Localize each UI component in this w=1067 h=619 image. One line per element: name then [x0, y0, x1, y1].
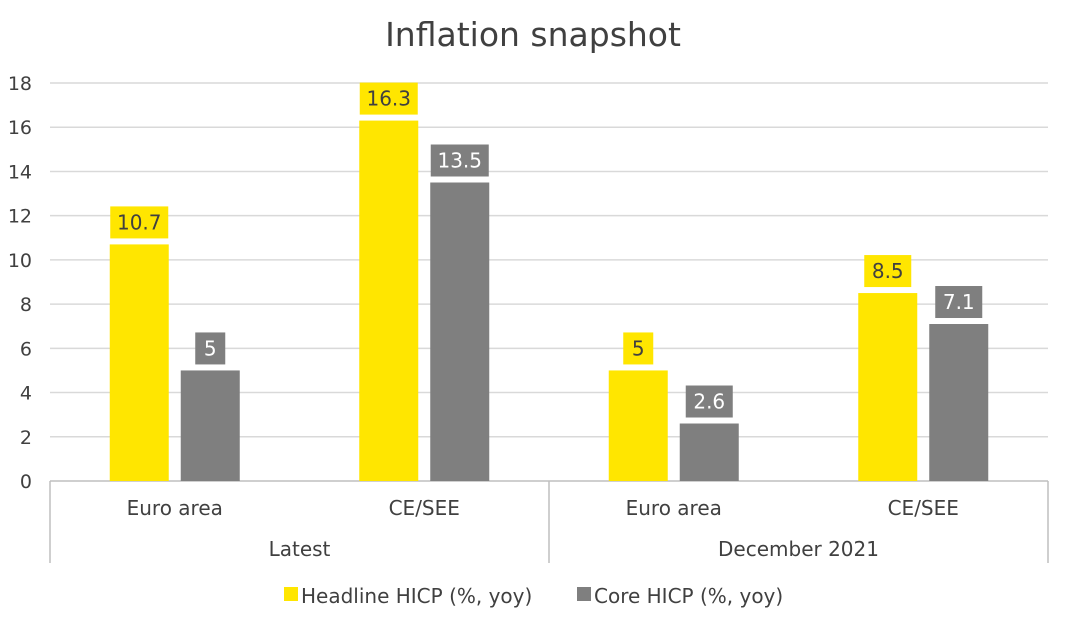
y-tick-label: 4: [20, 383, 32, 405]
data-label-box: [430, 144, 489, 177]
legend-swatch: [284, 587, 298, 601]
data-label-box: [935, 286, 983, 319]
legend-label: Headline HICP (%, yoy): [301, 584, 532, 608]
y-tick-label: 0: [20, 471, 32, 493]
data-label: 5: [632, 336, 645, 360]
y-tick-label: 6: [20, 338, 32, 360]
x-category-label: Euro area: [127, 496, 223, 520]
data-label: 13.5: [437, 149, 482, 173]
bar: [929, 324, 989, 481]
bar: [430, 182, 490, 481]
legend-label: Core HICP (%, yoy): [594, 584, 783, 608]
x-category-label: CE/SEE: [389, 496, 460, 520]
x-category-label: CE/SEE: [888, 496, 959, 520]
data-label-box: [110, 206, 169, 239]
y-tick-label: 10: [8, 250, 32, 272]
data-labels: 10.7 16.3 5 8.5 5 13.5 2.6 7.1: [110, 82, 983, 418]
bars: [109, 120, 989, 481]
data-label: 7.1: [943, 290, 975, 314]
bar: [858, 293, 918, 481]
bar: [180, 370, 240, 481]
x-axis: Euro area CE/SEE Euro area CE/SEE Latest Dece…: [49, 481, 1049, 563]
bar: [359, 120, 419, 481]
data-label-box: [623, 332, 654, 365]
bar: [679, 423, 739, 481]
data-label: 2.6: [693, 390, 725, 414]
y-tick-label: 16: [8, 117, 32, 139]
data-label: 5: [204, 336, 217, 360]
chart-title: Inflation snapshot: [385, 15, 681, 54]
data-label-box: [359, 82, 418, 115]
data-label-box: [864, 255, 912, 288]
data-label: 8.5: [872, 259, 904, 283]
x-group-label: Latest: [269, 537, 331, 561]
data-label: 10.7: [117, 210, 162, 234]
y-tick-label: 14: [8, 161, 32, 183]
legend-swatch: [577, 587, 591, 601]
data-label-box: [685, 385, 733, 418]
bar: [608, 370, 668, 481]
data-label: 16.3: [366, 87, 411, 111]
bar: [109, 244, 169, 481]
y-tick-label: 8: [20, 294, 32, 316]
legend: Headline HICP (%, yoy) Core HICP (%, yoy): [284, 584, 783, 608]
x-category-label: Euro area: [626, 496, 722, 520]
y-tick-label: 18: [8, 73, 32, 95]
y-tick-label: 12: [8, 206, 32, 228]
y-axis-ticks: 0 2 4 6 8 10 12 14 16 18: [8, 73, 32, 493]
data-label-box: [195, 332, 226, 365]
x-group-label: December 2021: [718, 537, 879, 561]
y-tick-label: 2: [20, 427, 32, 449]
